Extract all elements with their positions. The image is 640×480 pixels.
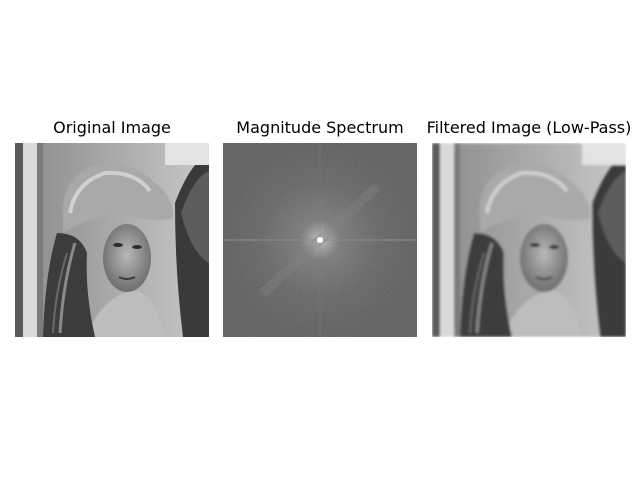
filtered-image [432,143,626,337]
panel-title-spectrum: Magnitude Spectrum [236,118,404,137]
original-image [15,143,209,337]
panel-title-original: Original Image [53,118,171,137]
magnitude-spectrum-image [223,143,417,337]
panel-title-filtered: Filtered Image (Low-Pass) [426,118,632,137]
